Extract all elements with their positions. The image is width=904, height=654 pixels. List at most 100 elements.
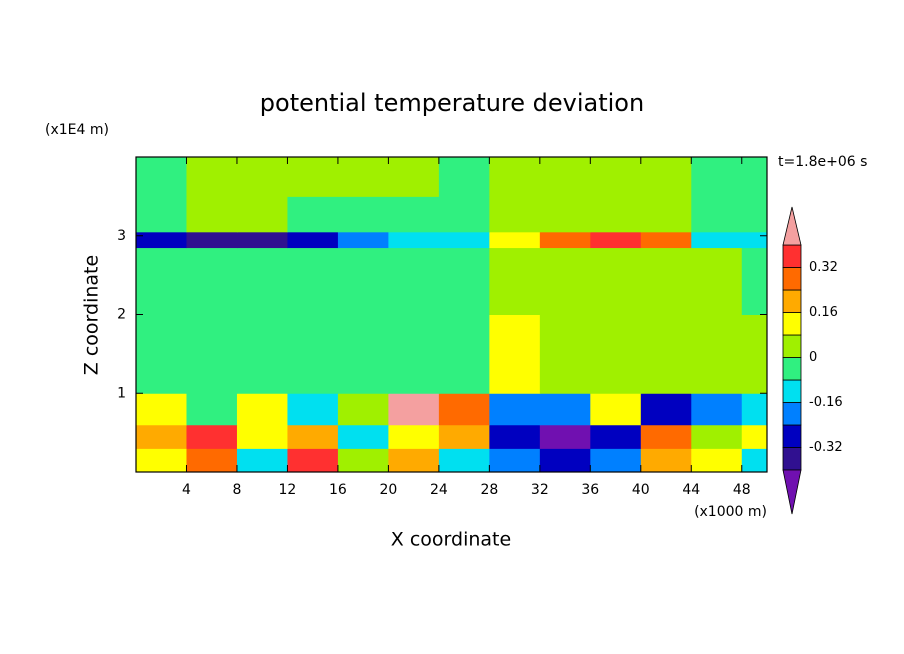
contour-cell <box>136 196 187 233</box>
x-tick-label: 16 <box>329 482 347 498</box>
chart-title: potential temperature deviation <box>260 89 644 117</box>
contour-cell <box>640 314 692 394</box>
contour-cell <box>236 231 288 249</box>
contour-cell <box>590 393 642 426</box>
contour-cell <box>741 393 768 426</box>
contour-cell <box>539 231 591 249</box>
y-unit: (x1E4 m) <box>45 122 109 138</box>
contour-cell <box>186 314 238 394</box>
contour-cell <box>236 448 288 473</box>
contour-cell <box>337 247 389 315</box>
contour-cell <box>691 157 743 197</box>
contour-cell <box>539 247 591 315</box>
contour-cell <box>640 157 692 197</box>
contour-cell <box>590 196 642 233</box>
contour-cell <box>590 448 642 473</box>
contour-cell <box>741 231 768 249</box>
y-tick-label: 2 <box>117 307 126 323</box>
colorbar-label: 0.32 <box>809 260 838 275</box>
contour-cell <box>489 196 541 233</box>
contour-cell <box>136 247 187 315</box>
contour-cell <box>489 448 541 473</box>
y-tick-label: 1 <box>117 385 126 401</box>
x-tick-label: 24 <box>430 482 448 498</box>
contour-cell <box>489 314 541 394</box>
contour-cell <box>691 314 743 394</box>
colorbar-label: -0.32 <box>809 440 843 455</box>
time-annotation: t=1.8e+06 s <box>778 154 867 170</box>
contour-cell <box>337 448 389 473</box>
contour-cell <box>640 247 692 315</box>
contour-cell <box>489 231 541 249</box>
x-tick-label: 12 <box>279 482 297 498</box>
contour-cell <box>287 314 339 394</box>
colorbar-segment <box>782 312 802 336</box>
contour-cell <box>590 247 642 315</box>
contour-cell <box>691 231 743 249</box>
x-tick-label: 4 <box>182 482 191 498</box>
colorbar-segment <box>782 379 802 403</box>
contour-cell <box>388 424 440 449</box>
contour-cell <box>236 196 288 233</box>
contour-cell <box>539 448 591 473</box>
contour-cell <box>287 424 339 449</box>
contour-cell <box>186 247 238 315</box>
contour-cell <box>136 393 187 426</box>
colorbar-segment <box>782 289 802 313</box>
contour-cell <box>337 424 389 449</box>
contour-cell <box>741 196 768 233</box>
y-tick-label: 3 <box>117 228 126 244</box>
contour-cell <box>337 196 389 233</box>
contour-cell <box>136 231 187 249</box>
contour-cell <box>590 157 642 197</box>
colorbar-label: 0 <box>809 350 817 365</box>
contour-cell <box>136 448 187 473</box>
contour-cell <box>186 231 238 249</box>
contour-cell <box>489 424 541 449</box>
contour-cell <box>691 424 743 449</box>
contour-cell <box>489 247 541 315</box>
x-tick-label: 40 <box>632 482 650 498</box>
x-tick-label: 44 <box>682 482 700 498</box>
contour-cell <box>337 314 389 394</box>
contour-cell <box>236 424 288 449</box>
contour-cell <box>236 157 288 197</box>
colorbar-segment <box>782 334 802 358</box>
contour-cell <box>438 393 490 426</box>
contour-cell <box>438 231 490 249</box>
contour-cell <box>136 157 187 197</box>
contour-cell <box>337 393 389 426</box>
contour-cell <box>640 424 692 449</box>
contour-cell <box>489 157 541 197</box>
contour-cell <box>287 247 339 315</box>
contour-cell <box>640 448 692 473</box>
contour-cell <box>539 314 591 394</box>
contour-cell <box>691 247 743 315</box>
contour-cell <box>741 314 768 394</box>
colorbar-segment <box>782 424 802 448</box>
colorbar-label: -0.16 <box>809 395 843 410</box>
contour-cell <box>186 393 238 426</box>
contour-cell <box>539 157 591 197</box>
contour-cell <box>539 393 591 426</box>
x-tick-label: 20 <box>379 482 397 498</box>
colorbar-under <box>782 469 802 515</box>
contour-cell <box>691 448 743 473</box>
contour-cell <box>287 448 339 473</box>
contour-cell <box>388 314 440 394</box>
colorbar-segment <box>782 244 802 268</box>
contour-cell <box>640 231 692 249</box>
contour-cell <box>337 157 389 197</box>
colorbar-segment <box>782 447 802 471</box>
colorbar-segment <box>782 402 802 426</box>
contour-cell <box>741 424 768 449</box>
contour-cell <box>136 314 187 394</box>
contour-cell <box>741 157 768 197</box>
contour-cell <box>489 393 541 426</box>
contour-cell <box>741 448 768 473</box>
contour-cell <box>388 157 440 197</box>
contour-cell <box>438 196 490 233</box>
contour-cell <box>186 448 238 473</box>
